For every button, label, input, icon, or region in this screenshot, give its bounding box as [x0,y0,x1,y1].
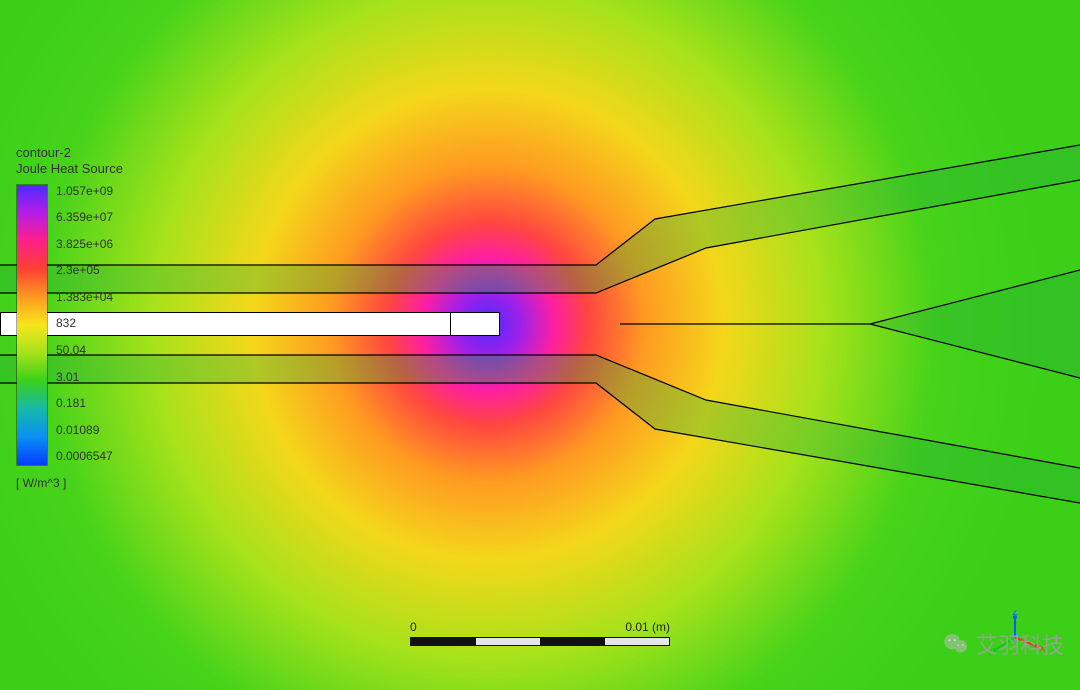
legend-tick: 6.359e+07 [56,210,113,224]
simulation-viewport: contour-2 Joule Heat Source 1.057e+09 6.3… [0,0,1080,690]
legend-tick: 0.0006547 [56,449,113,463]
legend-title-line1: contour-2 [16,145,71,160]
rod-divider [450,312,451,336]
legend-tick: 3.01 [56,370,113,384]
legend-unit: [ W/m^3 ] [16,476,196,490]
watermark-text: 艾羽科技 [976,628,1064,660]
scale-track [410,637,670,646]
scale-left-label: 0 [410,620,417,634]
scale-right-label: 0.01 (m) [625,620,670,634]
wechat-icon [942,630,970,658]
legend-body: 1.057e+09 6.359e+07 3.825e+06 2.3e+05 1.383e… [16,184,196,466]
legend: contour-2 Joule Heat Source 1.057e+09 6.3… [16,145,196,490]
scale-bar: 0 0.01 (m) [410,620,670,646]
legend-tick: 3.825e+06 [56,237,113,251]
legend-ticks: 1.057e+09 6.359e+07 3.825e+06 2.3e+05 1.383e… [56,184,113,464]
scale-segment [540,638,605,645]
triad-axis-label: Z [1013,610,1018,617]
watermark: 艾羽科技 [942,628,1064,660]
scale-segment [411,638,476,645]
legend-tick: 1.057e+09 [56,184,113,198]
legend-tick: 2.3e+05 [56,263,113,277]
legend-tick: 50.04 [56,343,113,357]
scale-segment [476,638,541,645]
legend-tick: 832 [56,316,113,330]
legend-tick: 0.181 [56,396,113,410]
legend-tick: 1.383e+04 [56,290,113,304]
legend-colorbar [16,184,48,466]
legend-title: contour-2 Joule Heat Source [16,145,196,178]
legend-title-line2: Joule Heat Source [16,161,123,176]
legend-tick: 0.01089 [56,423,113,437]
scale-segment [605,638,670,645]
